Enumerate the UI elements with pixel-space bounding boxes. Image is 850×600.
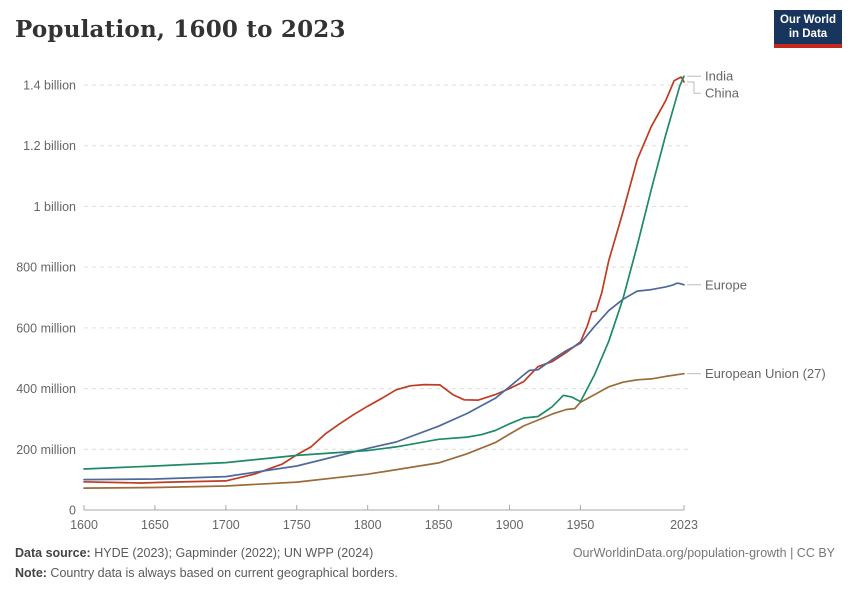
population-line-chart[interactable]: 0 200 million 400 million 600 million 800 mi…: [0, 0, 850, 540]
y-tick-label: 1 billion: [34, 200, 76, 214]
y-tick-label: 200 million: [16, 443, 76, 457]
line-european-union-27[interactable]: [83, 372, 685, 489]
y-tick-label: 800 million: [16, 261, 76, 275]
owid-logo-line1: Our World: [779, 14, 836, 26]
label-connector: [687, 81, 701, 94]
x-tick-label: 1650: [141, 518, 169, 532]
note-label: Note:: [15, 566, 47, 580]
line-europe[interactable]: [83, 282, 685, 481]
series-label-china[interactable]: China: [705, 86, 740, 101]
x-tick-label: 1700: [212, 518, 240, 532]
x-tick-label: 1750: [283, 518, 311, 532]
data-source-line: Data source: HYDE (2023); Gapminder (202…: [15, 543, 398, 563]
owid-logo-line2: in Data: [788, 28, 828, 40]
data-source-label: Data source:: [15, 546, 91, 560]
chart-footer: Data source: HYDE (2023); Gapminder (202…: [15, 543, 835, 583]
x-tick-label: 1800: [354, 518, 382, 532]
line-china[interactable]: [83, 76, 685, 484]
owid-logo[interactable]: Our World in Data: [774, 10, 842, 48]
y-tick-label: 600 million: [16, 321, 76, 335]
y-tick-label: 400 million: [16, 382, 76, 396]
series-label-europe[interactable]: Europe: [705, 277, 747, 292]
note-text: Country data is always based on current …: [46, 566, 398, 580]
owid-cc-link[interactable]: OurWorldinData.org/population-growth | C…: [572, 546, 835, 560]
x-tick-label: 1600: [70, 518, 98, 532]
note-line: Note: Country data is always based on cu…: [15, 563, 398, 583]
x-tick-label: 2023: [670, 518, 698, 532]
x-tick-label: 1900: [496, 518, 524, 532]
footer-left: Data source: HYDE (2023); Gapminder (202…: [15, 543, 398, 583]
chart-title: Population, 1600 to 2023: [15, 16, 346, 43]
y-tick-label: 1.4 billion: [23, 79, 76, 93]
x-tick-label: 1950: [567, 518, 595, 532]
x-tick-label: 1850: [425, 518, 453, 532]
series-label-european-union-27[interactable]: European Union (27): [705, 366, 826, 381]
line-india[interactable]: [83, 75, 685, 470]
series-label-india[interactable]: India: [705, 69, 734, 84]
data-source-text: HYDE (2023); Gapminder (2022); UN WPP (2…: [90, 546, 374, 560]
y-tick-label: 0: [69, 504, 76, 518]
y-tick-label: 1.2 billion: [23, 139, 76, 153]
